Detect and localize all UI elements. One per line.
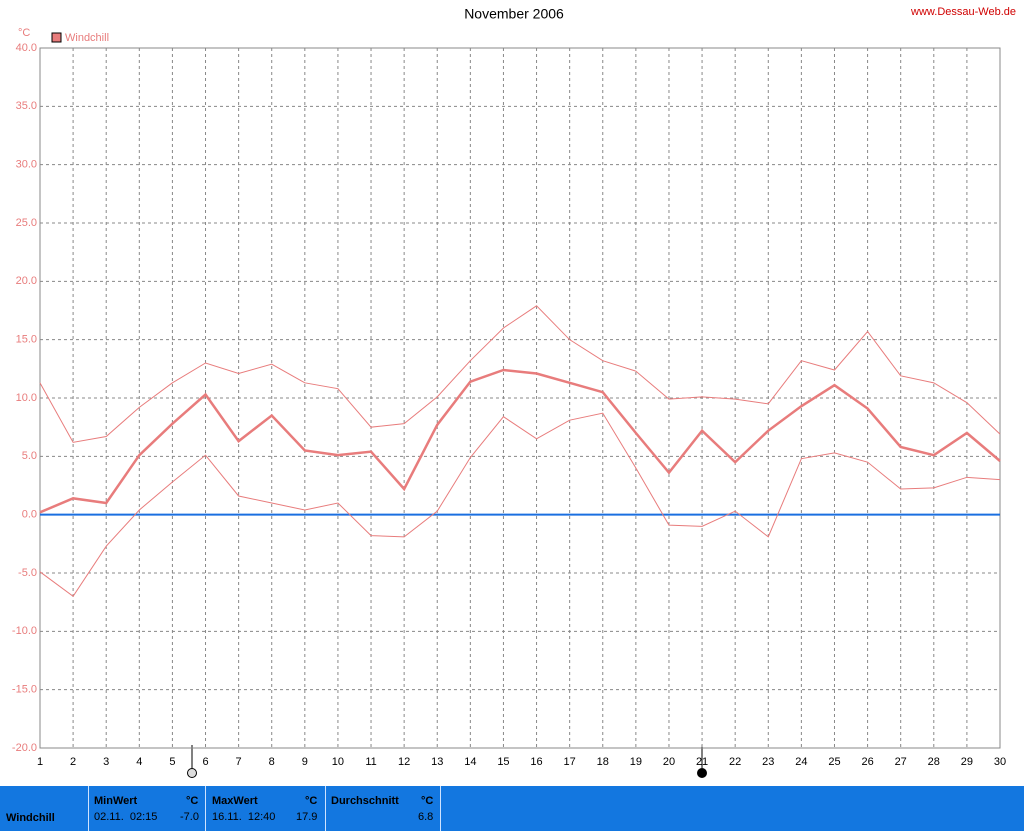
separator [205, 786, 206, 831]
x-tick-label: 14 [464, 756, 476, 768]
y-tick-label: 10.0 [16, 392, 37, 404]
x-tick-label: 7 [236, 756, 242, 768]
x-tick-label: 5 [169, 756, 175, 768]
y-tick-label: 40.0 [16, 42, 37, 54]
x-tick-label: 27 [895, 756, 907, 768]
col-value: -7.0 [180, 811, 199, 823]
y-tick-label: -15.0 [12, 684, 37, 696]
x-tick-label: 12 [398, 756, 410, 768]
y-tick-label: 0.0 [22, 509, 37, 521]
x-tick-label: 16 [530, 756, 542, 768]
col-unit: °C [186, 795, 199, 807]
y-unit: °C [18, 27, 30, 39]
col-header: MinWert [94, 795, 138, 807]
x-tick-label: 13 [431, 756, 443, 768]
y-tick-label: 5.0 [22, 450, 37, 462]
x-tick-label: 9 [302, 756, 308, 768]
series-line [39, 412, 1001, 598]
x-tick-label: 21 [696, 756, 708, 768]
x-tick-label: 20 [663, 756, 675, 768]
x-tick-label: 1 [37, 756, 43, 768]
y-tick-label: 25.0 [16, 217, 37, 229]
x-tick-label: 26 [861, 756, 873, 768]
x-tick-label: 2 [70, 756, 76, 768]
y-tick-label: 15.0 [16, 334, 37, 346]
separator [325, 786, 326, 831]
col-date: 16.11. 12:40 [212, 811, 276, 823]
x-tick-label: 17 [564, 756, 576, 768]
x-tick-label: 24 [795, 756, 807, 768]
col-header: MaxWert [212, 795, 258, 807]
y-tick-label: 30.0 [16, 159, 37, 171]
y-tick-label: -5.0 [18, 567, 37, 579]
col-date: 02.11. 02:15 [94, 811, 158, 823]
source-label: www.Dessau-Web.de [910, 6, 1016, 18]
separator [88, 786, 89, 831]
x-tick-label: 19 [630, 756, 642, 768]
chart-title: November 2006 [464, 6, 564, 22]
y-tick-label: -10.0 [12, 625, 37, 637]
stats-table: Windchill MinWert °C 02.11. 02:15 -7.0 M… [0, 786, 1024, 831]
legend-label: Windchill [65, 32, 109, 44]
x-tick-label: 30 [994, 756, 1006, 768]
x-tick-label: 6 [202, 756, 208, 768]
series-line [39, 368, 1001, 514]
x-tick-label: 11 [365, 756, 376, 768]
new-moon-icon [697, 768, 707, 778]
y-tick-label: 35.0 [16, 100, 37, 112]
x-tick-label: 28 [928, 756, 940, 768]
x-tick-label: 18 [597, 756, 609, 768]
x-tick-label: 10 [332, 756, 344, 768]
y-tick-label: 20.0 [16, 275, 37, 287]
x-tick-label: 4 [136, 756, 142, 768]
series-line [39, 305, 1001, 443]
x-tick-label: 25 [828, 756, 840, 768]
y-tick-label: -20.0 [12, 742, 37, 754]
full-moon-icon [187, 768, 197, 778]
col-unit: °C [305, 795, 318, 807]
x-tick-label: 8 [269, 756, 275, 768]
x-tick-label: 29 [961, 756, 973, 768]
x-tick-label: 15 [497, 756, 509, 768]
col-unit: °C [421, 795, 434, 807]
separator [440, 786, 441, 831]
col-value: 6.8 [418, 811, 434, 823]
chart: November 2006 www.Dessau-Web.de °C Windc… [12, 6, 1016, 778]
x-tick-label: 22 [729, 756, 741, 768]
col-value: 17.9 [296, 811, 318, 823]
col-header: Durchschnitt [331, 795, 399, 807]
legend-swatch [51, 32, 62, 43]
x-tick-label: 23 [762, 756, 774, 768]
x-tick-label: 3 [103, 756, 109, 768]
row-label: Windchill [6, 812, 55, 824]
